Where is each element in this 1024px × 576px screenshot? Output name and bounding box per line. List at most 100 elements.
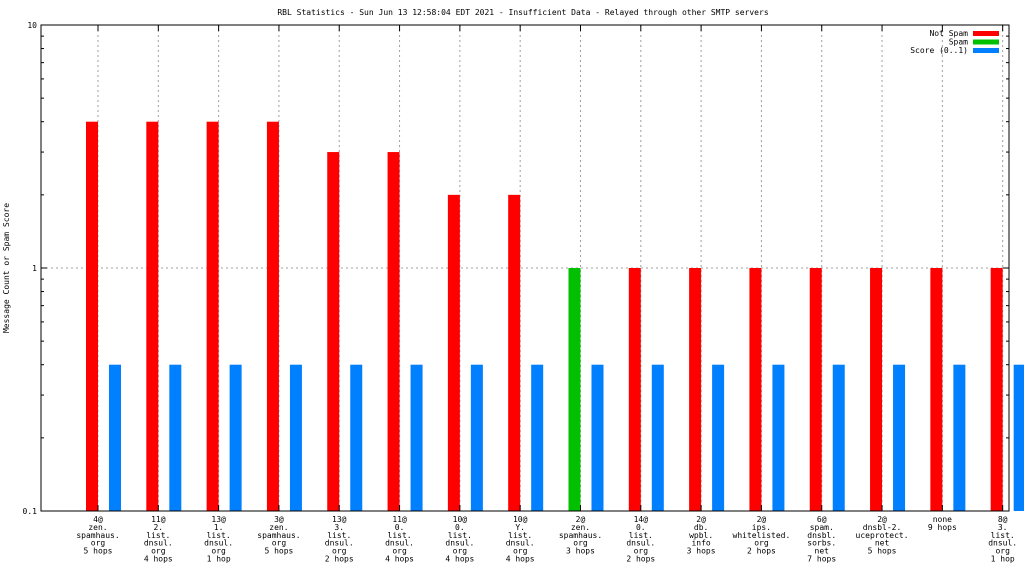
x-tick-label: 2@	[576, 515, 586, 524]
x-tick-label: 10@	[453, 515, 468, 524]
bar-not-spam	[327, 152, 340, 511]
x-tick-label: dnsul.	[204, 539, 233, 548]
x-tick-label: net	[815, 547, 830, 556]
x-tick-label: zen.	[88, 523, 107, 532]
x-tick-label: dnsul.	[506, 539, 535, 548]
x-tick-label: org	[453, 547, 468, 556]
bar-score-0-1	[470, 364, 483, 511]
bar-score-0-1	[953, 364, 966, 511]
x-tick-label: 10@	[513, 515, 528, 524]
x-tick-label: info	[691, 539, 710, 548]
x-tick-label: 11@	[151, 515, 166, 524]
bar-not-spam	[689, 268, 702, 511]
chart-title: RBL Statistics - Sun Jun 13 12:58:04 EDT…	[277, 8, 768, 17]
bar-score-0-1	[350, 364, 363, 511]
x-tick-label: org	[332, 547, 347, 556]
x-tick-label: dnsul.	[445, 539, 474, 548]
bar-score-0-1	[712, 364, 725, 511]
x-tick-label: 13@	[332, 515, 347, 524]
x-tick-label: 6@	[817, 515, 827, 524]
x-tick-label: 0.	[395, 523, 405, 532]
x-tick-label: 8@	[998, 515, 1008, 524]
x-tick-label: org	[634, 547, 649, 556]
x-tick-label: org	[211, 547, 226, 556]
x-tick-label: list.	[991, 531, 1015, 540]
bar-not-spam	[146, 121, 159, 511]
x-tick-label: Y.	[515, 523, 525, 532]
x-tick-label: list.	[207, 531, 231, 540]
x-tick-label: 2 hops	[747, 547, 776, 556]
x-tick-label: 4@	[93, 515, 103, 524]
bar-score-0-1	[169, 364, 182, 511]
x-tick-label: list.	[629, 531, 653, 540]
x-tick-label: db.	[694, 523, 708, 532]
x-tick-label: 5 hops	[868, 547, 897, 556]
x-tick-label: ips.	[752, 523, 771, 532]
x-tick-label: list.	[388, 531, 412, 540]
y-tick-label: 1	[32, 264, 37, 273]
bar-score-0-1	[289, 364, 302, 511]
x-tick-label: uceprotect.	[856, 531, 909, 540]
bar-not-spam	[990, 268, 1003, 511]
x-tick-label: list.	[146, 531, 170, 540]
x-tick-label: 4 hops	[506, 555, 535, 564]
x-tick-label: spam.	[810, 523, 834, 532]
bar-score-0-1	[591, 364, 604, 511]
x-tick-label: 11@	[392, 515, 407, 524]
x-tick-label: none	[933, 515, 952, 524]
bar-not-spam	[86, 121, 98, 511]
legend-label: Score (0..1)	[910, 46, 968, 55]
x-tick-label: 1.	[214, 523, 224, 532]
x-tick-label: 7 hops	[807, 555, 836, 564]
x-tick-label: 4 hops	[445, 555, 474, 564]
bar-not-spam	[628, 268, 641, 511]
bar-score-0-1	[1013, 364, 1024, 511]
bar-not-spam	[930, 268, 943, 511]
bar-score-0-1	[229, 364, 242, 511]
x-tick-label: 2@	[877, 515, 887, 524]
x-tick-label: net	[875, 539, 890, 548]
x-tick-label: 0.	[636, 523, 646, 532]
x-tick-label: 14@	[634, 515, 649, 524]
bar-score-0-1	[832, 364, 845, 511]
legend-swatch	[973, 31, 999, 36]
legend-label: Not Spam	[929, 29, 968, 38]
x-tick-label: spamhaus.	[559, 531, 602, 540]
x-tick-label: 2@	[757, 515, 767, 524]
bar-score-0-1	[531, 364, 544, 511]
grid-lines	[41, 25, 1009, 511]
bar-not-spam	[870, 268, 883, 511]
x-tick-label: 2.	[153, 523, 163, 532]
bar-score-0-1	[109, 364, 121, 511]
x-tick-label: list.	[508, 531, 532, 540]
x-tick-label: dnsbl-2.	[863, 523, 902, 532]
bar-not-spam	[508, 194, 521, 511]
y-tick-label: 0.1	[23, 507, 38, 516]
x-tick-label: 5 hops	[264, 547, 293, 556]
x-tick-label: org	[392, 547, 407, 556]
x-tick-label: org	[754, 539, 769, 548]
x-tick-label: org	[573, 539, 588, 548]
x-tick-label: 3@	[274, 515, 284, 524]
x-tick-label: 3.	[334, 523, 344, 532]
x-tick-label: zen.	[571, 523, 590, 532]
x-tick-label: 2 hops	[325, 555, 354, 564]
x-tick-label: sorbs.	[807, 539, 836, 548]
bar-not-spam	[266, 121, 279, 511]
x-tick-label: 9 hops	[928, 523, 957, 532]
bar-score-0-1	[651, 364, 664, 511]
bar-not-spam	[749, 268, 762, 511]
x-tick-label: list.	[448, 531, 472, 540]
x-tick-label: org	[151, 547, 166, 556]
x-tick-label: org	[513, 547, 528, 556]
x-tick-label: 5 hops	[84, 547, 113, 556]
x-tick-label: 3 hops	[687, 547, 716, 556]
x-tick-label: 4 hops	[144, 555, 173, 564]
x-tick-label: spamhaus.	[257, 531, 300, 540]
x-tick-label: dnsul.	[144, 539, 173, 548]
x-tick-label: 3 hops	[566, 547, 595, 556]
x-tick-label: wpbl.	[689, 531, 713, 540]
y-axis-label: Message Count or Spam Score	[2, 203, 11, 333]
bar-score-0-1	[410, 364, 423, 511]
